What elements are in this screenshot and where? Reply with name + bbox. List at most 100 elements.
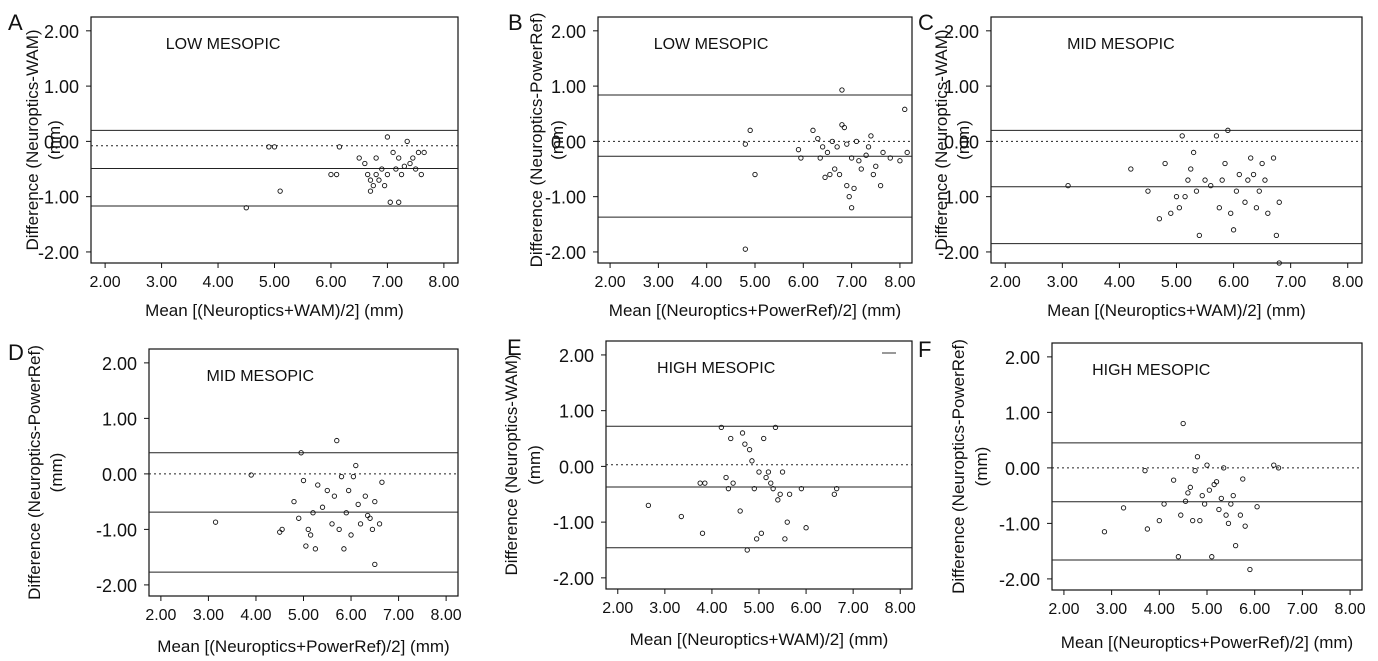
x-tick-label: 4.00 <box>1144 601 1175 618</box>
data-point <box>779 469 786 475</box>
y-tick-label: 1.00 <box>551 77 586 97</box>
data-point <box>1178 512 1184 518</box>
data-point <box>1225 520 1232 527</box>
data-point <box>373 171 379 178</box>
x-tick-label: 2.00 <box>990 274 1021 291</box>
data-point <box>752 171 758 178</box>
plot-frame <box>1051 342 1363 591</box>
panel-title: LOW MESOPIC <box>166 36 281 53</box>
x-tick-label: 3.00 <box>193 607 224 624</box>
data-point <box>1182 498 1189 504</box>
data-point <box>1225 127 1231 133</box>
data-point <box>1211 481 1217 488</box>
data-point <box>1240 476 1246 482</box>
y-tick-label: 0.00 <box>944 132 979 152</box>
data-point <box>1193 188 1200 194</box>
x-tick-label: 8.00 <box>1332 274 1363 291</box>
data-point <box>376 521 383 527</box>
data-point <box>1187 484 1193 490</box>
data-point <box>367 188 374 194</box>
data-point <box>398 171 405 178</box>
data-point <box>768 480 774 486</box>
data-point <box>747 127 753 133</box>
data-point <box>848 205 855 211</box>
data-point <box>758 530 765 536</box>
data-point <box>1213 479 1220 485</box>
data-point <box>836 171 843 178</box>
data-point <box>1216 205 1222 211</box>
y-tick-label: -1.00 <box>938 188 979 208</box>
plot-frame <box>990 16 1363 264</box>
data-point <box>1262 177 1268 183</box>
data-point <box>1219 177 1225 183</box>
data-point <box>739 430 746 436</box>
data-point <box>1176 205 1183 211</box>
data-point <box>1190 517 1196 524</box>
data-point <box>765 469 772 475</box>
data-point <box>725 486 732 492</box>
data-point <box>1273 232 1280 239</box>
data-point <box>1185 177 1191 183</box>
x-tick-label: 2.00 <box>90 274 121 291</box>
x-tick-label: 8.00 <box>1335 601 1366 618</box>
panel-title: HIGH MESOPIC <box>1092 362 1210 379</box>
data-point <box>678 513 684 520</box>
data-point <box>372 498 378 505</box>
data-point <box>737 508 743 514</box>
data-point <box>334 437 340 444</box>
data-point <box>1170 477 1177 483</box>
x-tick-label: 4.00 <box>1104 274 1135 291</box>
data-point <box>343 510 349 516</box>
data-point <box>1236 171 1242 178</box>
data-point <box>744 547 750 553</box>
data-point <box>832 166 838 172</box>
data-point <box>291 498 297 505</box>
y-tick-label: -1.00 <box>553 513 594 533</box>
data-point <box>1208 182 1214 189</box>
y-axis-unit-label: (mm) <box>525 445 544 485</box>
data-point <box>1175 554 1182 560</box>
data-point <box>904 149 910 156</box>
data-point <box>831 491 837 497</box>
data-point <box>1223 512 1229 518</box>
plot-frame <box>90 16 459 264</box>
data-point <box>777 491 783 497</box>
data-point <box>271 144 278 150</box>
data-point <box>815 135 821 142</box>
data-point <box>756 469 762 475</box>
data-point <box>407 160 413 167</box>
data-point <box>341 546 347 552</box>
data-point <box>1201 501 1208 507</box>
data-point <box>822 174 828 180</box>
data-point <box>868 133 874 139</box>
data-point <box>277 529 283 535</box>
panel-c: C MID MESOPIC 2.00 1.00 0.00 -1.00 -2.00 2.00 3.… <box>918 10 1363 320</box>
data-point <box>810 127 816 133</box>
y-tick-label: 0.00 <box>1005 459 1040 479</box>
data-point <box>410 155 416 161</box>
data-point <box>1120 505 1127 511</box>
data-point <box>365 171 371 178</box>
data-point <box>1250 171 1257 178</box>
data-point <box>763 474 769 481</box>
data-point <box>1242 199 1248 205</box>
data-point <box>396 155 402 161</box>
x-tick-label: 7.00 <box>1275 274 1306 291</box>
data-point <box>319 504 326 510</box>
data-point <box>1206 487 1213 493</box>
y-tick-label: 0.00 <box>559 457 594 477</box>
y-tick-label: 0.00 <box>102 465 137 485</box>
data-point <box>742 246 748 252</box>
data-point <box>730 480 736 486</box>
x-tick-label: 4.00 <box>202 274 233 291</box>
panel-title: MID MESOPIC <box>206 368 314 385</box>
x-tick-label: 7.00 <box>383 607 414 624</box>
data-point <box>1180 420 1186 427</box>
y-tick-label: 2.00 <box>1005 348 1040 368</box>
data-point <box>1228 501 1234 507</box>
data-point <box>746 447 753 453</box>
data-point <box>1162 160 1168 167</box>
data-point <box>749 458 755 464</box>
data-point <box>372 561 378 568</box>
data-point <box>1253 205 1260 211</box>
